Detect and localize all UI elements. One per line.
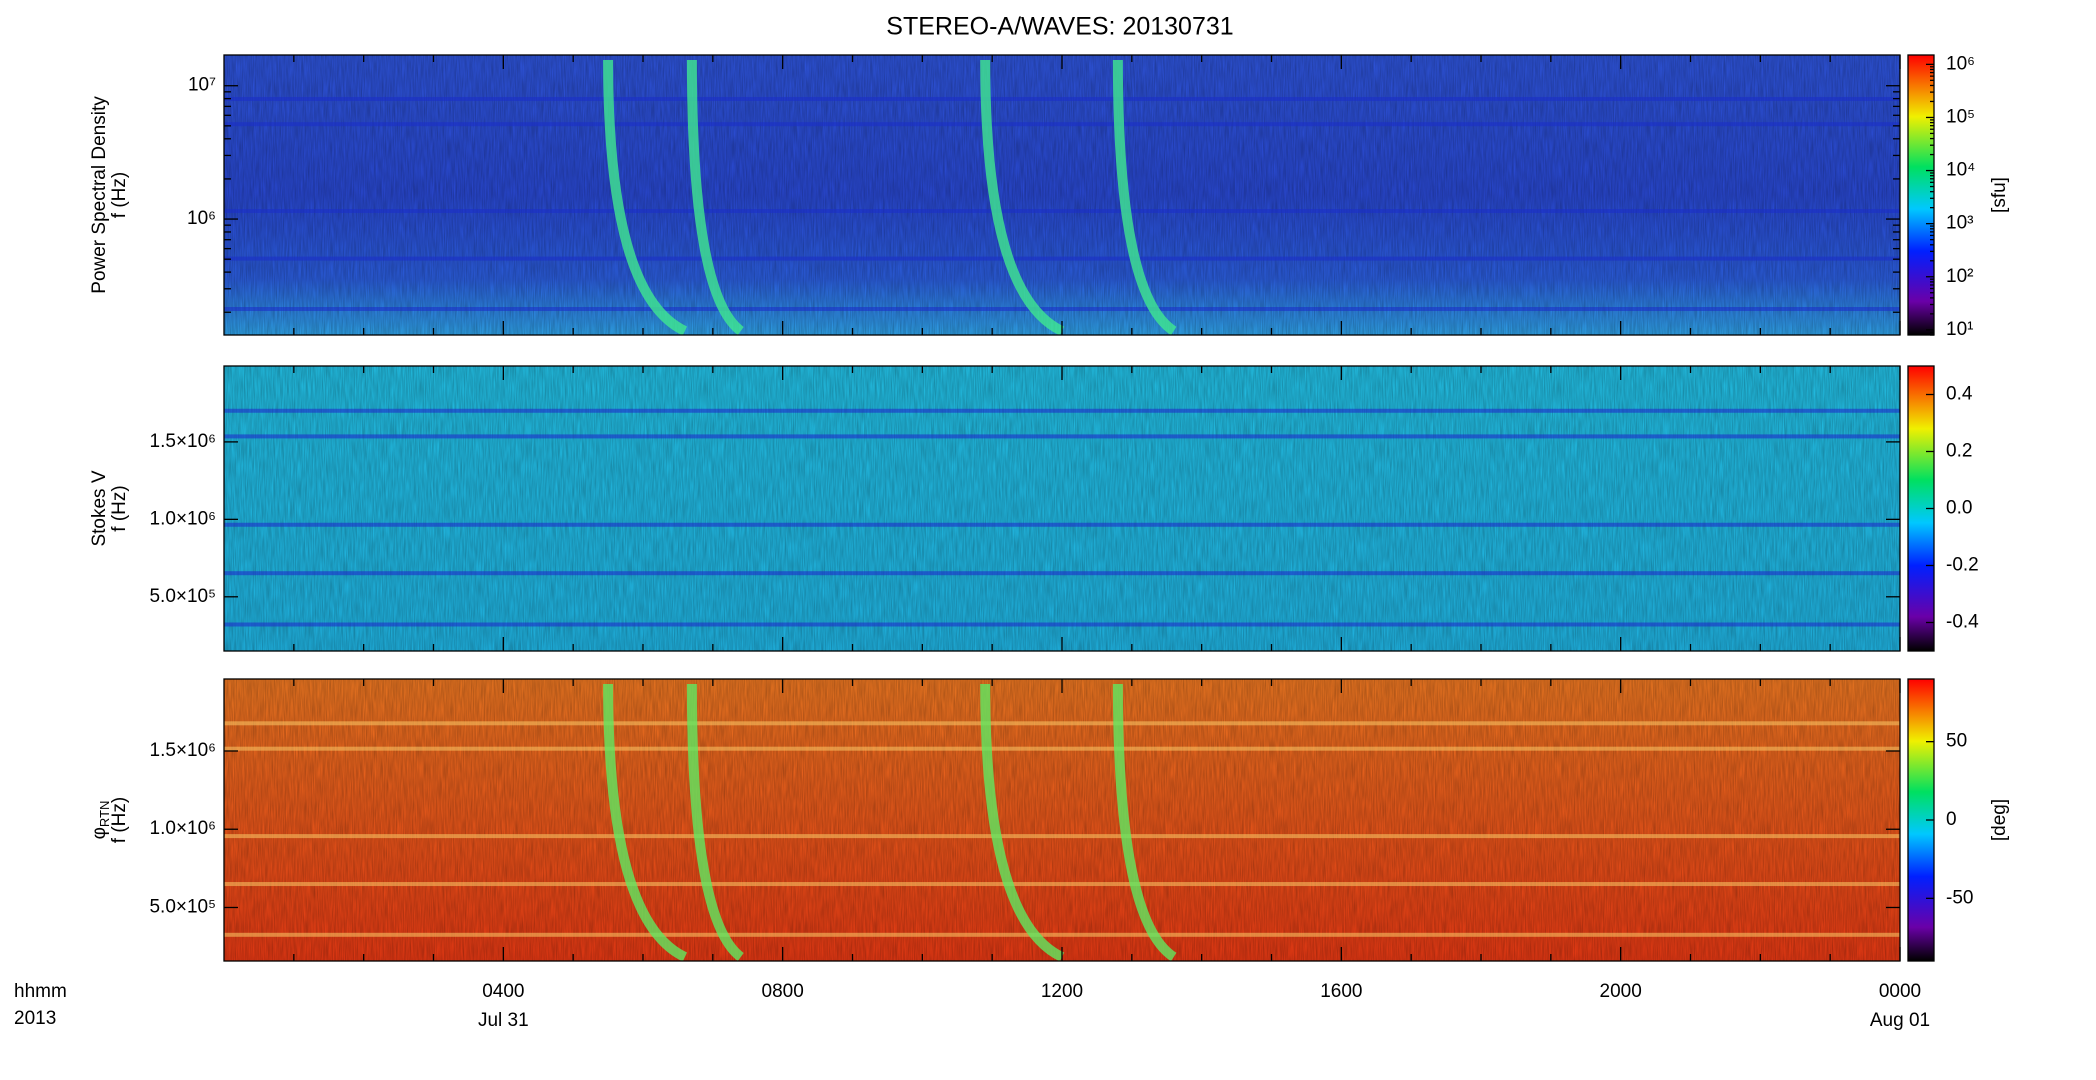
colorbar-tick-label: 0 xyxy=(1946,809,1957,830)
x-date-label: Jul 31 xyxy=(478,1010,529,1031)
band xyxy=(224,882,1900,887)
colorbar-tick-label: -0.4 xyxy=(1946,612,1979,633)
y-axis-label-subscript: RTN xyxy=(97,801,112,827)
colorbar-tick-label: 10⁶ xyxy=(1946,53,1975,74)
x-tick-label: 0400 xyxy=(482,981,524,1002)
colorbar xyxy=(1907,54,1935,336)
colorbar-tick-label: 10⁴ xyxy=(1946,160,1975,181)
title: STEREO-A/WAVES: 20130731 xyxy=(886,13,1233,41)
band xyxy=(224,622,1900,627)
colorbar-label: [sfu] xyxy=(1989,177,2010,213)
x-tick-label: 1200 xyxy=(1041,981,1083,1002)
y-tick-label: 1.0×10⁶ xyxy=(150,818,216,839)
band xyxy=(224,434,1900,439)
y-tick-label: 10⁷ xyxy=(188,75,216,96)
band xyxy=(224,97,1900,101)
band xyxy=(224,746,1900,751)
colorbar-tick-label: 10¹ xyxy=(1946,319,1973,340)
colorbar-tick-label: 50 xyxy=(1946,731,1967,752)
colorbar-label: [deg] xyxy=(1989,799,2010,841)
x-date-label: Aug 01 xyxy=(1870,1010,1930,1031)
y-tick-label: 5.0×10⁵ xyxy=(149,586,216,607)
band xyxy=(224,408,1900,413)
x-axis-label: hhmm xyxy=(14,981,67,1002)
y-axis-label: Stokes V xyxy=(89,470,110,546)
colorbar-tick-label: 0.0 xyxy=(1946,498,1972,519)
x-tick-label: 2000 xyxy=(1600,981,1642,1002)
colorbar-tick-label: 0.2 xyxy=(1946,441,1972,462)
burst xyxy=(980,683,1065,962)
y-tick-label: 1.5×10⁶ xyxy=(150,431,216,452)
burst xyxy=(980,59,1065,336)
spectrogram-texture xyxy=(224,366,1900,651)
colorbar-tick-label: 10² xyxy=(1946,266,1973,287)
y-axis-label: f (Hz) xyxy=(109,797,130,843)
band xyxy=(224,571,1900,576)
burst xyxy=(686,59,744,336)
burst xyxy=(1112,59,1177,336)
colorbar-tick-label: -0.2 xyxy=(1946,555,1979,576)
x-tick-label: 0800 xyxy=(762,981,804,1002)
y-tick-label: 10⁶ xyxy=(187,208,216,229)
y-axis-label: f (Hz) xyxy=(109,485,130,531)
band xyxy=(224,834,1900,839)
x-tick-label: 1600 xyxy=(1320,981,1362,1002)
y-axis-label: Power Spectral Density xyxy=(89,96,110,294)
colorbar-tick-label: -50 xyxy=(1946,887,1973,908)
colorbar-tick-label: 10³ xyxy=(1946,213,1973,234)
burst xyxy=(603,59,688,336)
spectrogram-texture xyxy=(224,679,1900,961)
band xyxy=(224,209,1900,213)
x-axis-label: 2013 xyxy=(14,1008,56,1029)
colorbar xyxy=(1907,365,1935,652)
band xyxy=(224,122,1900,127)
spectrogram-texture xyxy=(224,55,1900,335)
band xyxy=(224,307,1900,311)
colorbar-tick-label: 0.4 xyxy=(1946,384,1973,405)
band xyxy=(224,721,1900,726)
y-tick-label: 1.0×10⁶ xyxy=(150,508,216,529)
y-tick-label: 1.5×10⁶ xyxy=(150,740,216,761)
y-axis-label: f (Hz) xyxy=(109,172,130,218)
burst xyxy=(686,683,744,962)
band xyxy=(224,932,1900,937)
band xyxy=(224,256,1900,261)
band xyxy=(224,522,1900,527)
burst xyxy=(603,683,688,962)
burst xyxy=(1112,683,1177,962)
y-tick-label: 5.0×10⁵ xyxy=(149,896,216,917)
colorbar-tick-label: 10⁵ xyxy=(1946,106,1975,127)
x-tick-label: 0000 xyxy=(1879,981,1921,1002)
